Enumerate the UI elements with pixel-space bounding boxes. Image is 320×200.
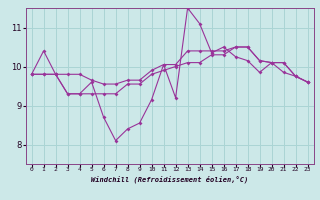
X-axis label: Windchill (Refroidissement éolien,°C): Windchill (Refroidissement éolien,°C) [91,175,248,183]
